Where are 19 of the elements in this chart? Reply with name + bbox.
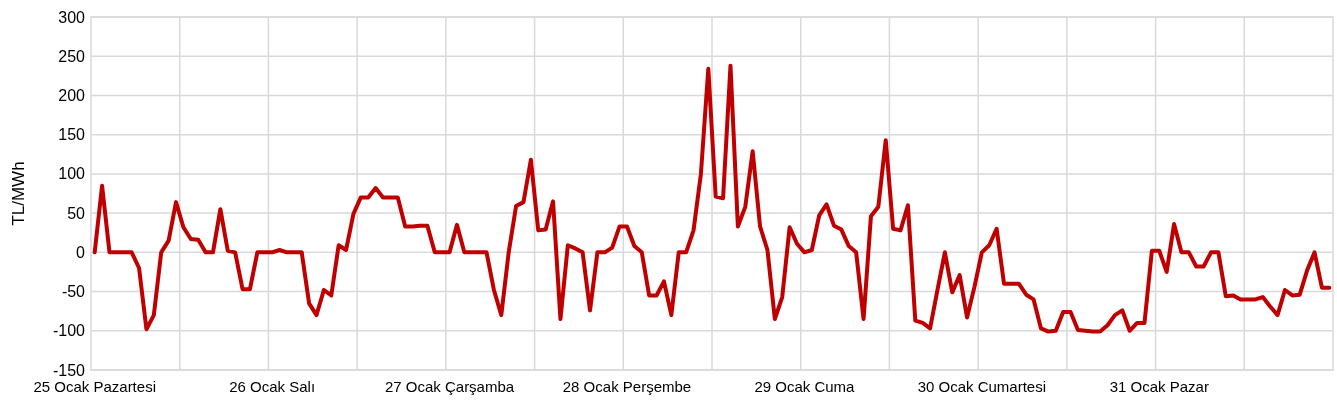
y-tick-label: 50 [67,204,86,222]
y-tick-label: -100 [52,322,86,340]
y-tick-label: 0 [76,243,86,261]
x-tick-label: 27 Ocak Çarşamba [384,378,515,395]
y-tick-label: 150 [58,126,86,144]
y-tick-label: 250 [58,47,86,65]
y-tick-label: 200 [58,87,86,105]
line-series [92,63,1332,334]
y-tick-label: 100 [58,165,86,183]
x-tick-label: 29 Ocak Cuma [754,378,856,395]
y-tick-label: 300 [58,8,86,26]
x-tick-label: 30 Ocak Cumartesi [917,378,1047,395]
y-tick-label: -150 [52,361,86,379]
x-tick-label: 31 Ocak Pazar [1109,378,1209,395]
x-tick-label: 25 Ocak Pazartesi [33,378,156,395]
x-tick-label: 26 Ocak Salı [229,378,316,395]
x-tick-label: 28 Ocak Perşembe [562,378,692,395]
y-tick-label: -50 [61,283,86,301]
y-axis-title: TL/MWh [9,161,28,226]
